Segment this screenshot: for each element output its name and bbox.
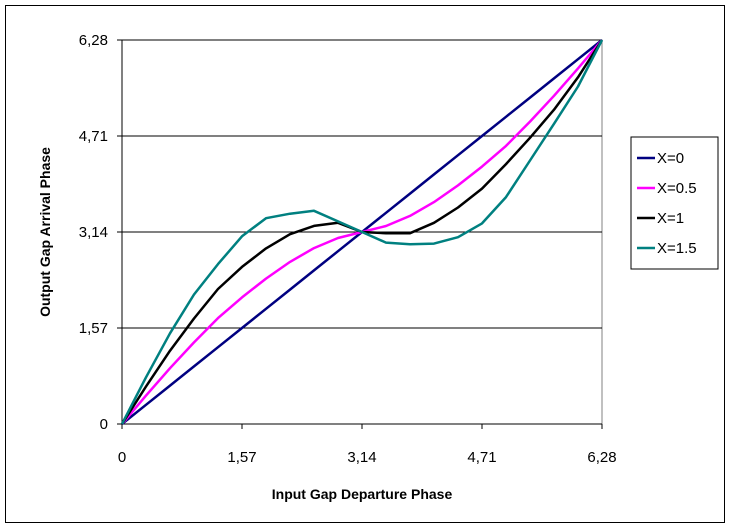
series-line-x-1-5 (120, 39, 604, 425)
x-axis-title: Input Gap Departure Phase (272, 486, 453, 502)
x-tick-label: 3,14 (347, 449, 376, 466)
y-tick-label: 0 (100, 416, 108, 433)
x-tick-label: 0 (118, 449, 126, 466)
legend-label: X=0 (657, 150, 684, 167)
tick-labels: 0 1,57 3,14 4,71 6,28 0 1,57 3,14 4,71 6,28 (79, 32, 617, 466)
legend-label: X=1 (657, 210, 684, 227)
x-tick-label: 1,57 (227, 449, 256, 466)
y-tick-label: 3,14 (79, 224, 108, 241)
y-tick-label: 6,28 (79, 32, 108, 49)
axes (117, 39, 603, 429)
x-tick-label: 4,71 (467, 449, 496, 466)
series-layer (120, 39, 604, 425)
y-tick-label: 1,57 (79, 320, 108, 337)
y-tick-label: 4,71 (79, 128, 108, 145)
y-axis-title: Output Gap Arrival Phase (37, 147, 53, 317)
legend-label: X=1.5 (657, 240, 697, 257)
legend-label: X=0.5 (657, 180, 697, 197)
x-tick-label: 6,28 (587, 449, 616, 466)
legend: X=0 X=0.5 X=1 X=1.5 (630, 136, 719, 270)
